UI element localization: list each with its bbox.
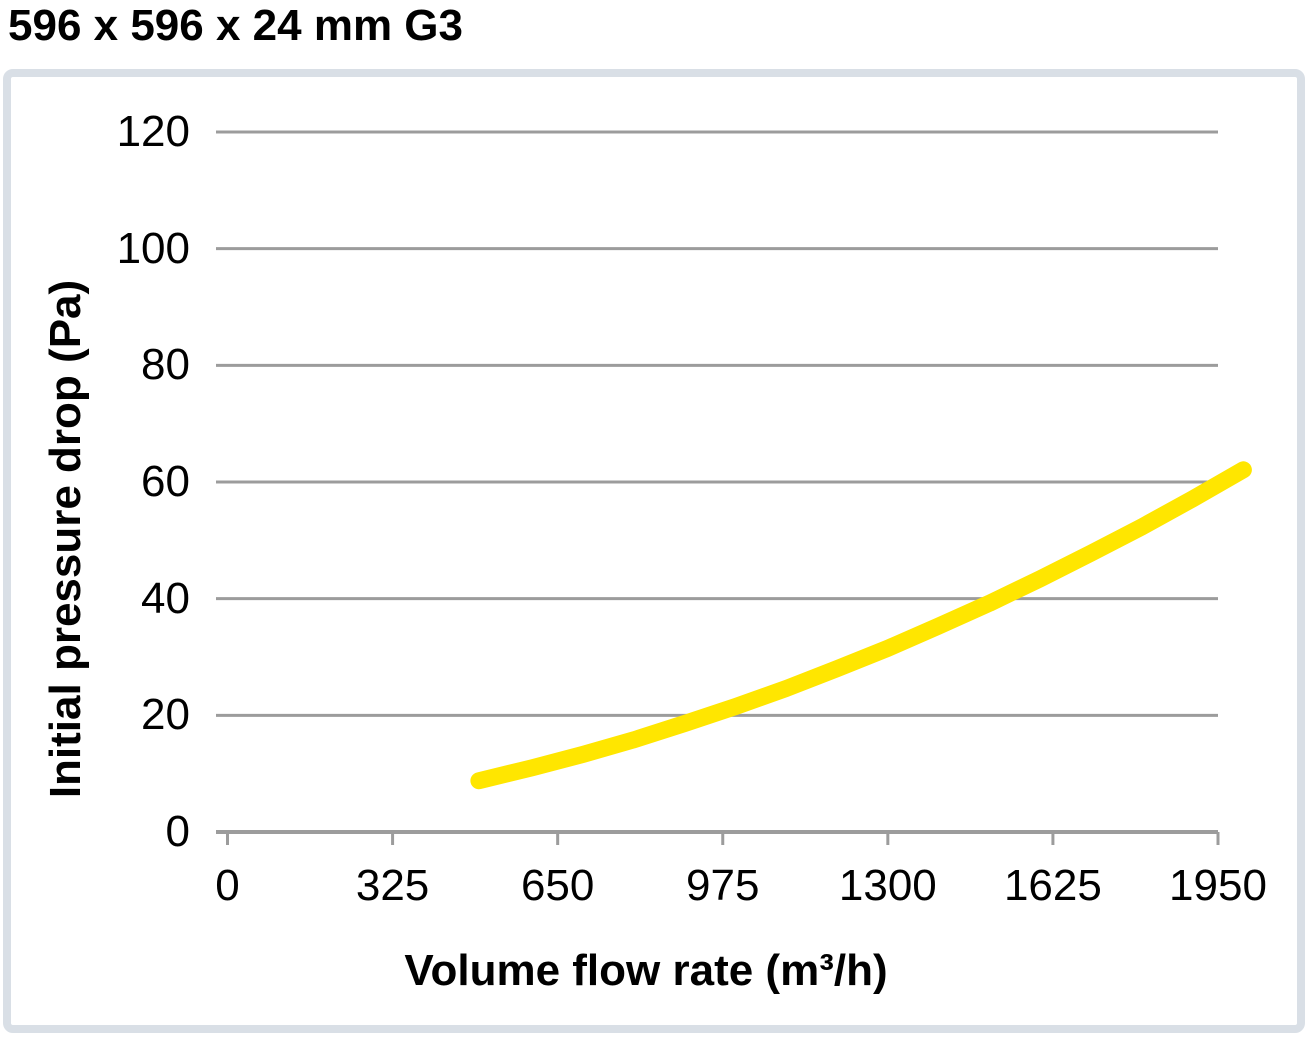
y-tick-label-100: 100 xyxy=(116,223,190,273)
x-axis-title: Volume flow rate (m³/h) xyxy=(404,946,888,995)
x-tick-label-1300: 1300 xyxy=(838,861,937,910)
y-axis-title: Initial pressure drop (Pa) xyxy=(41,279,90,799)
x-tick-label-0: 0 xyxy=(215,861,240,910)
x-tick-label-1950: 1950 xyxy=(1169,861,1267,910)
y-tick-label-0: 0 xyxy=(165,807,190,856)
y-tick-label-20: 20 xyxy=(141,690,190,740)
x-tick-label-975: 975 xyxy=(686,861,760,910)
y-tick-label-40: 40 xyxy=(141,573,190,623)
x-tick-label-325: 325 xyxy=(355,861,430,910)
y-tick-label-60: 60 xyxy=(141,457,190,506)
page-title: 596 x 596 x 24 mm G3 xyxy=(8,1,463,50)
y-tick-label-120: 120 xyxy=(116,107,190,156)
x-tick-label-650: 650 xyxy=(520,861,595,910)
x-tick-label-1625: 1625 xyxy=(1003,861,1102,910)
y-tick-label-80: 80 xyxy=(141,340,190,390)
chart-frame xyxy=(3,69,1305,1033)
